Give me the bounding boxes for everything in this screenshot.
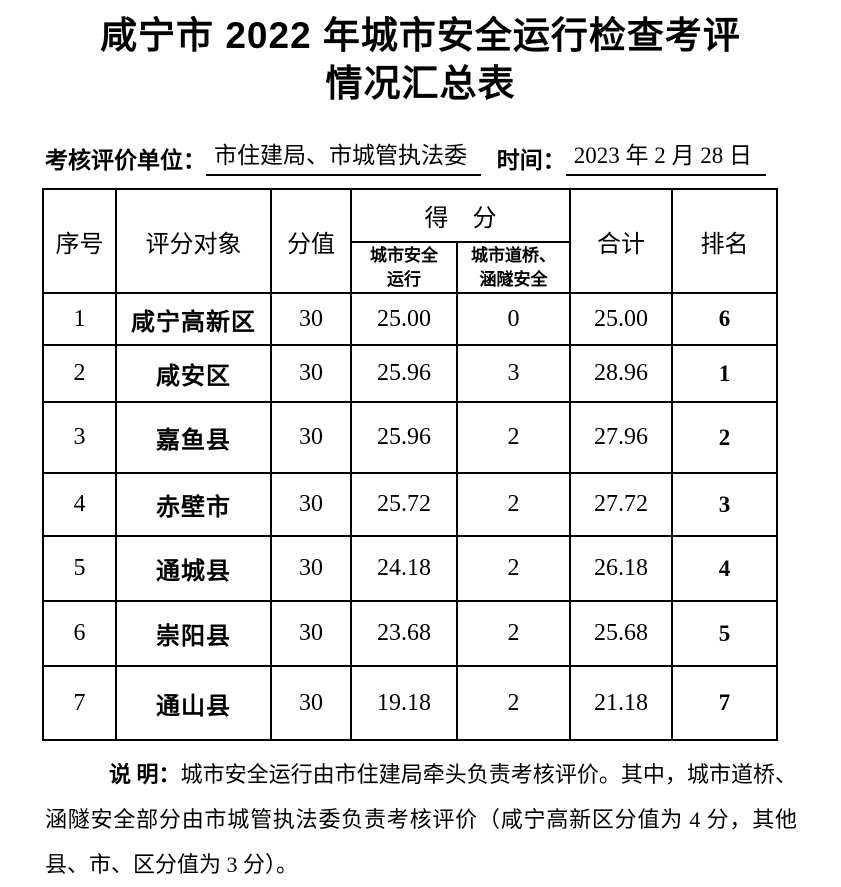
cell-urban-safety: 25.96	[350, 344, 458, 403]
cell-target: 通山县	[115, 665, 272, 741]
cell-score-value: 30	[270, 344, 352, 403]
cell-urban-safety: 24.18	[350, 535, 458, 602]
cell-target: 通城县	[115, 535, 272, 602]
assessment-time-value: 2023 年 2 月 28 日	[565, 141, 766, 176]
assessment-time-label: 时间：	[496, 148, 566, 173]
cell-road-bridge: 0	[456, 292, 571, 346]
cell-score-value: 30	[270, 401, 352, 474]
table-row: 7 通山县 30 19.18 2 21.18 7	[42, 665, 778, 741]
header-score-group: 得 分	[350, 188, 571, 243]
cell-rank: 5	[671, 600, 778, 667]
cell-total: 25.00	[569, 292, 673, 346]
header-target: 评分对象	[115, 188, 272, 294]
cell-total: 27.96	[569, 401, 673, 474]
table-row: 1 咸宁高新区 30 25.00 0 25.00 6	[42, 292, 778, 346]
cell-target: 崇阳县	[115, 600, 272, 667]
cell-rank: 7	[671, 665, 778, 741]
header-score-value: 分值	[270, 188, 352, 294]
cell-rank: 1	[671, 344, 778, 403]
cell-total: 28.96	[569, 344, 673, 403]
header-row-main: 序号 评分对象 分值 得 分 合计 排名	[42, 188, 778, 294]
page-title-line1: 咸宁市 2022 年城市安全运行检查考评	[100, 15, 741, 56]
cell-road-bridge: 2	[456, 535, 571, 602]
cell-score-value: 30	[270, 535, 352, 602]
cell-road-bridge: 2	[456, 401, 571, 474]
cell-score-value: 30	[270, 665, 352, 741]
cell-road-bridge: 2	[456, 472, 571, 537]
table-row: 4 赤壁市 30 25.72 2 27.72 3	[42, 472, 778, 537]
header-sub-urban-safety: 城市安全 运行	[350, 241, 458, 294]
table-row: 3 嘉鱼县 30 25.96 2 27.96 2	[42, 401, 778, 474]
cell-seq: 6	[42, 600, 117, 667]
cell-target: 赤壁市	[115, 472, 272, 537]
table-row: 5 通城县 30 24.18 2 26.18 4	[42, 535, 778, 602]
cell-rank: 4	[671, 535, 778, 602]
header-rank: 排名	[671, 188, 778, 294]
assessment-unit: 考核评价单位： 市住建局、市城管执法委	[45, 141, 481, 176]
cell-rank: 3	[671, 472, 778, 537]
cell-total: 27.72	[569, 472, 673, 537]
cell-urban-safety: 23.68	[350, 600, 458, 667]
cell-rank: 6	[671, 292, 778, 346]
header-total: 合计	[569, 188, 673, 294]
table-body: 1 咸宁高新区 30 25.00 0 25.00 6 2 咸安区 30 25.9…	[42, 292, 778, 741]
cell-rank: 2	[671, 401, 778, 474]
cell-urban-safety: 25.00	[350, 292, 458, 346]
table-header: 序号 评分对象 分值 得 分 合计 排名 城市安全 运行 城市道桥、 涵隧安全	[42, 188, 778, 294]
cell-seq: 7	[42, 665, 117, 741]
cell-road-bridge: 2	[456, 600, 571, 667]
cell-road-bridge: 3	[456, 344, 571, 403]
assessment-time: 时间： 2023 年 2 月 28 日	[497, 141, 766, 176]
cell-seq: 2	[42, 344, 117, 403]
cell-total: 21.18	[569, 665, 673, 741]
cell-score-value: 30	[270, 292, 352, 346]
header-seq: 序号	[42, 188, 117, 294]
table-row: 6 崇阳县 30 23.68 2 25.68 5	[42, 600, 778, 667]
cell-target: 咸宁高新区	[115, 292, 272, 346]
cell-score-value: 30	[270, 472, 352, 537]
cell-seq: 4	[42, 472, 117, 537]
cell-target: 嘉鱼县	[115, 401, 272, 474]
cell-total: 25.68	[569, 600, 673, 667]
cell-score-value: 30	[270, 600, 352, 667]
assessment-unit-label: 考核评价单位：	[45, 148, 206, 173]
cell-road-bridge: 2	[456, 665, 571, 741]
table-row: 2 咸安区 30 25.96 3 28.96 1	[42, 344, 778, 403]
cell-urban-safety: 25.96	[350, 401, 458, 474]
cell-urban-safety: 19.18	[350, 665, 458, 741]
assessment-unit-value: 市住建局、市城管执法委	[206, 141, 481, 176]
header-row-sub: 城市安全 运行 城市道桥、 涵隧安全	[43, 241, 777, 294]
page-title-line2: 情况汇总表	[325, 63, 516, 104]
cell-seq: 1	[42, 292, 117, 346]
cell-target: 咸安区	[115, 344, 272, 403]
header-sub-road-bridge: 城市道桥、 涵隧安全	[456, 241, 571, 294]
page-title: 咸宁市 2022 年城市安全运行检查考评 情况汇总表	[0, 0, 841, 108]
score-table: 序号 评分对象 分值 得 分 合计 排名 城市安全 运行 城市道桥、 涵隧安全 …	[42, 188, 778, 741]
explanation-note-label: 说 明：	[109, 762, 181, 787]
cell-seq: 5	[42, 535, 117, 602]
cell-urban-safety: 25.72	[350, 472, 458, 537]
cell-seq: 3	[42, 401, 117, 474]
meta-line: 考核评价单位： 市住建局、市城管执法委 时间： 2023 年 2 月 28 日	[0, 141, 841, 176]
explanation-note: 说 明：城市安全运行由市住建局牵头负责考核评价。其中，城市道桥、涵隧安全部分由市…	[45, 752, 797, 887]
cell-total: 26.18	[569, 535, 673, 602]
